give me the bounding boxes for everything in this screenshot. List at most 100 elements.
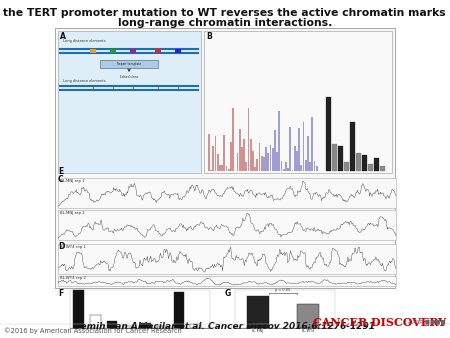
Bar xyxy=(110,49,116,53)
Bar xyxy=(237,153,239,171)
Text: BL-MNJ rep 2: BL-MNJ rep 2 xyxy=(60,211,85,215)
Bar xyxy=(274,130,276,171)
Text: Repair template: Repair template xyxy=(117,62,141,66)
Text: BL-MNJ: BL-MNJ xyxy=(252,329,264,333)
Bar xyxy=(70,290,210,328)
Bar xyxy=(247,296,269,328)
Bar xyxy=(241,147,243,171)
Bar xyxy=(256,159,258,171)
Text: A: A xyxy=(60,32,66,41)
Bar xyxy=(276,152,278,171)
Text: AACR ■■■■: AACR ■■■■ xyxy=(408,319,446,324)
Bar xyxy=(230,142,232,171)
Bar xyxy=(248,108,249,171)
Bar xyxy=(297,305,319,328)
Bar xyxy=(140,323,151,328)
Bar xyxy=(285,162,287,171)
Bar xyxy=(314,161,315,171)
Bar xyxy=(58,31,201,173)
Text: ©2016 by American Association for Cancer Research: ©2016 by American Association for Cancer… xyxy=(4,327,182,334)
Bar xyxy=(217,153,219,171)
Bar xyxy=(90,49,96,53)
Text: BL-WT4: BL-WT4 xyxy=(302,329,315,333)
Bar xyxy=(107,321,117,328)
Bar xyxy=(223,135,225,171)
Bar xyxy=(239,129,241,171)
Bar xyxy=(302,122,305,171)
Bar xyxy=(287,168,289,171)
Bar xyxy=(289,126,291,171)
Bar xyxy=(210,170,212,171)
Bar xyxy=(305,160,306,171)
Bar xyxy=(212,146,214,171)
Text: long-range chromatin interactions.: long-range chromatin interactions. xyxy=(118,18,332,28)
Text: Semih Can Akincilar et al. Cancer Discov 2016;6:1276-1291: Semih Can Akincilar et al. Cancer Discov… xyxy=(75,321,375,330)
Bar xyxy=(245,162,247,171)
Bar xyxy=(307,136,309,171)
Text: Long distance elements: Long distance elements xyxy=(63,39,106,43)
Text: Long distance elements: Long distance elements xyxy=(63,79,106,83)
Text: B: B xyxy=(206,32,212,41)
Bar xyxy=(235,290,335,328)
Text: Edited clone: Edited clone xyxy=(120,75,138,79)
Bar xyxy=(175,49,181,53)
Bar xyxy=(252,151,254,171)
Text: Reversing the TERT promoter mutation to WT reverses the active chromatin marks a: Reversing the TERT promoter mutation to … xyxy=(0,8,450,18)
Bar xyxy=(301,165,302,171)
Bar xyxy=(130,49,136,53)
Bar xyxy=(225,166,227,171)
Bar xyxy=(350,121,356,171)
Bar xyxy=(174,292,184,328)
Bar xyxy=(368,164,373,171)
Bar xyxy=(232,108,234,171)
Bar xyxy=(356,153,361,171)
Bar xyxy=(73,290,84,328)
Bar xyxy=(123,326,134,328)
Bar xyxy=(267,153,269,171)
Bar xyxy=(283,169,285,171)
Bar xyxy=(100,60,158,68)
Bar xyxy=(221,165,223,171)
Bar xyxy=(316,166,318,171)
Bar xyxy=(58,276,396,286)
Bar xyxy=(254,167,256,171)
Bar xyxy=(332,144,338,171)
Bar xyxy=(374,158,379,171)
Bar xyxy=(281,161,283,171)
Bar xyxy=(219,165,221,171)
Bar xyxy=(344,162,349,171)
Bar xyxy=(298,128,300,171)
Bar xyxy=(58,178,396,208)
Text: E: E xyxy=(58,167,63,176)
Bar xyxy=(250,139,252,171)
Bar xyxy=(58,210,396,240)
Bar xyxy=(261,156,263,171)
Bar xyxy=(243,139,245,171)
Bar xyxy=(338,146,343,171)
Bar xyxy=(263,156,265,171)
Bar xyxy=(326,97,332,171)
Bar xyxy=(259,143,261,171)
Bar xyxy=(272,148,274,171)
Text: C: C xyxy=(58,175,63,184)
Bar xyxy=(270,145,271,171)
Text: D: D xyxy=(58,242,64,251)
Bar xyxy=(55,28,395,288)
Bar xyxy=(380,166,385,171)
Bar xyxy=(294,146,296,171)
Bar xyxy=(265,147,267,171)
Bar xyxy=(155,49,161,53)
Bar xyxy=(309,162,311,171)
Text: BL-WT4 rep 2: BL-WT4 rep 2 xyxy=(60,276,86,281)
Bar xyxy=(58,244,396,274)
Text: p < 0.05: p < 0.05 xyxy=(275,288,291,292)
Text: F: F xyxy=(58,289,63,298)
Bar xyxy=(296,151,298,171)
Bar xyxy=(228,169,230,171)
Text: CANCER DISCOVERY: CANCER DISCOVERY xyxy=(313,317,446,328)
Text: BL-WT4 rep 1: BL-WT4 rep 1 xyxy=(60,245,86,249)
Bar xyxy=(292,170,293,171)
Text: G: G xyxy=(225,289,231,298)
Bar xyxy=(90,315,101,328)
Bar xyxy=(215,136,216,171)
